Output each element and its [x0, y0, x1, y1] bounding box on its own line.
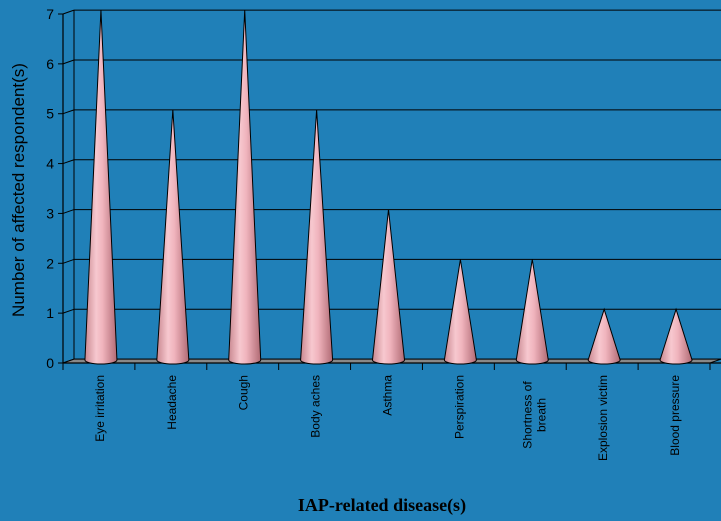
- x-tick-label: Cough: [237, 375, 251, 410]
- y-tick-label: 7: [46, 6, 54, 22]
- gridline-diagonal: [62, 59, 75, 65]
- x-tick-label-line: Blood pressure: [668, 375, 682, 456]
- x-tick-label-line: Shortness of: [520, 381, 534, 449]
- gridline-diagonal: [62, 308, 75, 314]
- x-tick-label: Eye irritation: [93, 375, 107, 442]
- x-tick-label-line: Asthma: [381, 375, 395, 416]
- bar-cone: [587, 307, 621, 365]
- y-tick-label: 6: [46, 56, 54, 72]
- bar-cone: [371, 209, 406, 365]
- x-tick-label: Body aches: [309, 375, 323, 438]
- gridline-diagonal: [62, 258, 75, 264]
- y-axis-label: Number of affected respondent(s): [9, 63, 28, 317]
- x-tick-label: Shortness ofbreath: [520, 381, 548, 449]
- y-tick-label: 1: [46, 305, 54, 321]
- x-tick-label-line: Eye irritation: [93, 375, 107, 442]
- x-tick-label: Headache: [165, 375, 179, 430]
- y-tick-label: 2: [46, 255, 54, 271]
- x-tick-label: Blood pressure: [668, 375, 682, 456]
- bar-cone: [156, 109, 190, 365]
- x-tick-label: Perspiration: [452, 375, 466, 439]
- x-tick-label: Asthma: [381, 375, 395, 416]
- y-tick-label: 4: [46, 156, 54, 172]
- y-tick-label: 5: [46, 106, 54, 122]
- x-tick-label-line: Headache: [165, 375, 179, 430]
- gridline-diagonal: [62, 209, 75, 214]
- gridline-diagonal: [62, 9, 75, 15]
- x-tick-label-line: Explosion victim: [596, 375, 610, 461]
- x-axis-label: IAP-related disease(s): [298, 495, 466, 516]
- bar-cone: [443, 259, 477, 365]
- x-tick-label: Explosion victim: [596, 375, 610, 461]
- bar-cone: [84, 10, 118, 365]
- gridline-diagonal: [62, 159, 75, 165]
- x-tick-label-line: breath: [534, 398, 548, 432]
- bar-cone: [659, 307, 693, 365]
- bar-cone: [228, 10, 262, 365]
- x-tick-label-line: Cough: [237, 375, 251, 410]
- y-tick-label: 3: [46, 205, 54, 221]
- labels: 0 1 2 3 4 5 6 7 Eye irritation Headache Cough Body …: [46, 6, 682, 461]
- x-tick-label-line: Perspiration: [452, 375, 466, 439]
- bar-cone: [300, 109, 334, 365]
- y-tick-label: 0: [46, 355, 54, 371]
- gridline-diagonal: [62, 109, 75, 115]
- bar-cone: [515, 259, 549, 365]
- bars: [84, 10, 693, 365]
- x-tick-label-line: Body aches: [309, 375, 323, 438]
